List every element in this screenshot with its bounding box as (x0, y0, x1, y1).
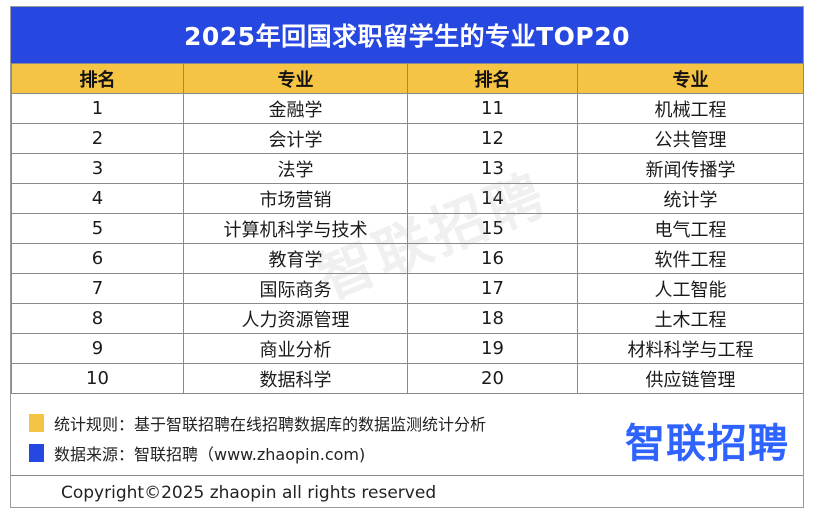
blue-swatch-icon (29, 444, 44, 462)
legend-item-source: 数据来源：智联招聘（www.zhaopin.com) (29, 441, 365, 465)
copyright-text: Copyright©2025 zhaopin all rights reserv… (61, 483, 437, 503)
major-cell: 统计学 (577, 183, 804, 214)
rank-cell: 14 (407, 183, 578, 214)
major-cell: 数据科学 (183, 363, 408, 394)
major-cell: 会计学 (183, 123, 408, 154)
major-cell: 教育学 (183, 243, 408, 274)
rank-cell: 12 (407, 123, 578, 154)
major-cell: 材料科学与工程 (577, 333, 804, 364)
major-cell: 人工智能 (577, 273, 804, 304)
major-cell: 国际商务 (183, 273, 408, 304)
table-row: 1 金融学 11 机械工程 (11, 93, 804, 124)
rank-cell: 7 (11, 273, 184, 304)
rank-cell: 1 (11, 93, 184, 124)
rank-cell: 18 (407, 303, 578, 334)
rank-cell: 2 (11, 123, 184, 154)
header-major-right: 专业 (577, 63, 804, 94)
table-row: 6 教育学 16 软件工程 (11, 243, 804, 274)
rank-cell: 10 (11, 363, 184, 394)
rank-cell: 5 (11, 213, 184, 244)
table-header-row: 排名 专业 排名 专业 (11, 63, 804, 94)
infographic-card: 2025年回国求职留学生的专业TOP20 排名 专业 排名 专业 1 金融学 1… (10, 6, 804, 508)
rank-cell: 11 (407, 93, 578, 124)
table-row: 10 数据科学 20 供应链管理 (11, 363, 804, 394)
major-cell: 人力资源管理 (183, 303, 408, 334)
major-cell: 新闻传播学 (577, 153, 804, 184)
rank-cell: 15 (407, 213, 578, 244)
legend-text-source: 数据来源：智联招聘（www.zhaopin.com) (54, 445, 366, 464)
major-cell: 供应链管理 (577, 363, 804, 394)
rank-cell: 16 (407, 243, 578, 274)
rank-cell: 4 (11, 183, 184, 214)
table-row: 3 法学 13 新闻传播学 (11, 153, 804, 184)
major-cell: 法学 (183, 153, 408, 184)
major-cell: 计算机科学与技术 (183, 213, 408, 244)
rank-cell: 6 (11, 243, 184, 274)
rank-cell: 17 (407, 273, 578, 304)
major-cell: 市场营销 (183, 183, 408, 214)
major-cell: 公共管理 (577, 123, 804, 154)
table-row: 2 会计学 12 公共管理 (11, 123, 804, 154)
major-cell: 电气工程 (577, 213, 804, 244)
table-row: 8 人力资源管理 18 土木工程 (11, 303, 804, 334)
rank-cell: 19 (407, 333, 578, 364)
table-row: 9 商业分析 19 材料科学与工程 (11, 333, 804, 364)
page-title: 2025年回国求职留学生的专业TOP20 (184, 22, 630, 51)
major-cell: 软件工程 (577, 243, 804, 274)
zhaopin-logo: 智联招聘 (625, 421, 789, 467)
table-row: 7 国际商务 17 人工智能 (11, 273, 804, 304)
rank-cell: 20 (407, 363, 578, 394)
major-cell: 金融学 (183, 93, 408, 124)
rank-cell: 3 (11, 153, 184, 184)
rank-cell: 8 (11, 303, 184, 334)
major-cell: 机械工程 (577, 93, 804, 124)
major-cell: 商业分析 (183, 333, 408, 364)
ranking-table: 排名 专业 排名 专业 1 金融学 11 机械工程 2 会计学 12 公共管理 … (11, 63, 804, 394)
table-row: 4 市场营销 14 统计学 (11, 183, 804, 214)
legend-item-rule: 统计规则：基于智联招聘在线招聘数据库的数据监测统计分析 (29, 411, 486, 435)
header-rank-right: 排名 (407, 63, 578, 94)
major-cell: 土木工程 (577, 303, 804, 334)
header-rank-left: 排名 (11, 63, 184, 94)
footer-divider (11, 475, 803, 476)
table-row: 5 计算机科学与技术 15 电气工程 (11, 213, 804, 244)
rank-cell: 9 (11, 333, 184, 364)
yellow-swatch-icon (29, 414, 44, 432)
header-major-left: 专业 (183, 63, 408, 94)
footer: 统计规则：基于智联招聘在线招聘数据库的数据监测统计分析 数据来源：智联招聘（ww… (11, 399, 803, 507)
rank-cell: 13 (407, 153, 578, 184)
title-bar: 2025年回国求职留学生的专业TOP20 (11, 7, 803, 63)
legend-text-rule: 统计规则：基于智联招聘在线招聘数据库的数据监测统计分析 (54, 415, 487, 434)
